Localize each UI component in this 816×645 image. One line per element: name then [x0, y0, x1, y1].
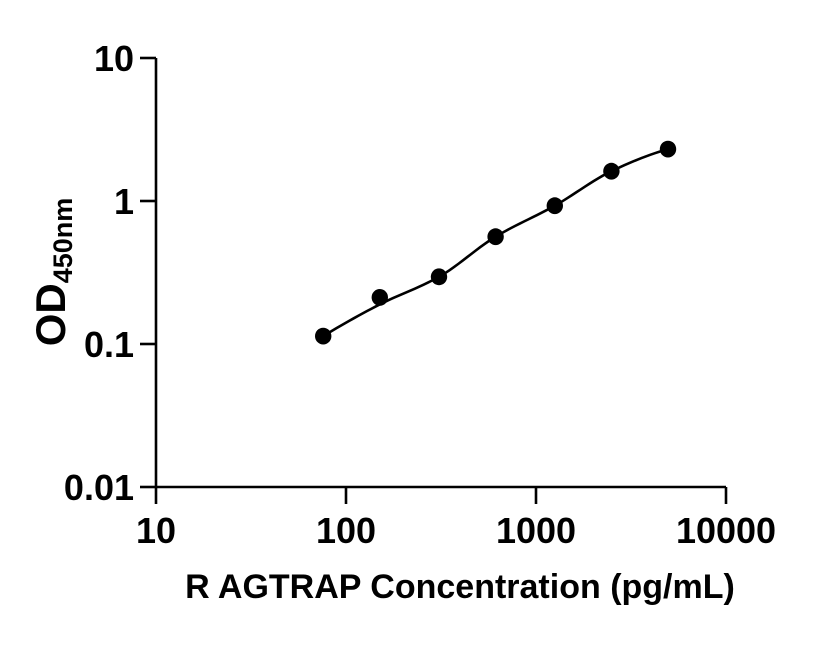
svg-text:0.01: 0.01 — [64, 467, 134, 508]
svg-text:10000: 10000 — [676, 510, 776, 551]
svg-text:100: 100 — [316, 510, 376, 551]
svg-text:0.1: 0.1 — [84, 324, 134, 365]
svg-text:10: 10 — [136, 510, 176, 551]
svg-text:R AGTRAP Concentration (pg/mL): R AGTRAP Concentration (pg/mL) — [185, 568, 735, 606]
svg-text:OD450nm: OD450nm — [27, 198, 78, 347]
svg-text:1000: 1000 — [496, 510, 576, 551]
svg-text:10: 10 — [94, 38, 134, 79]
svg-text:1: 1 — [114, 181, 134, 222]
